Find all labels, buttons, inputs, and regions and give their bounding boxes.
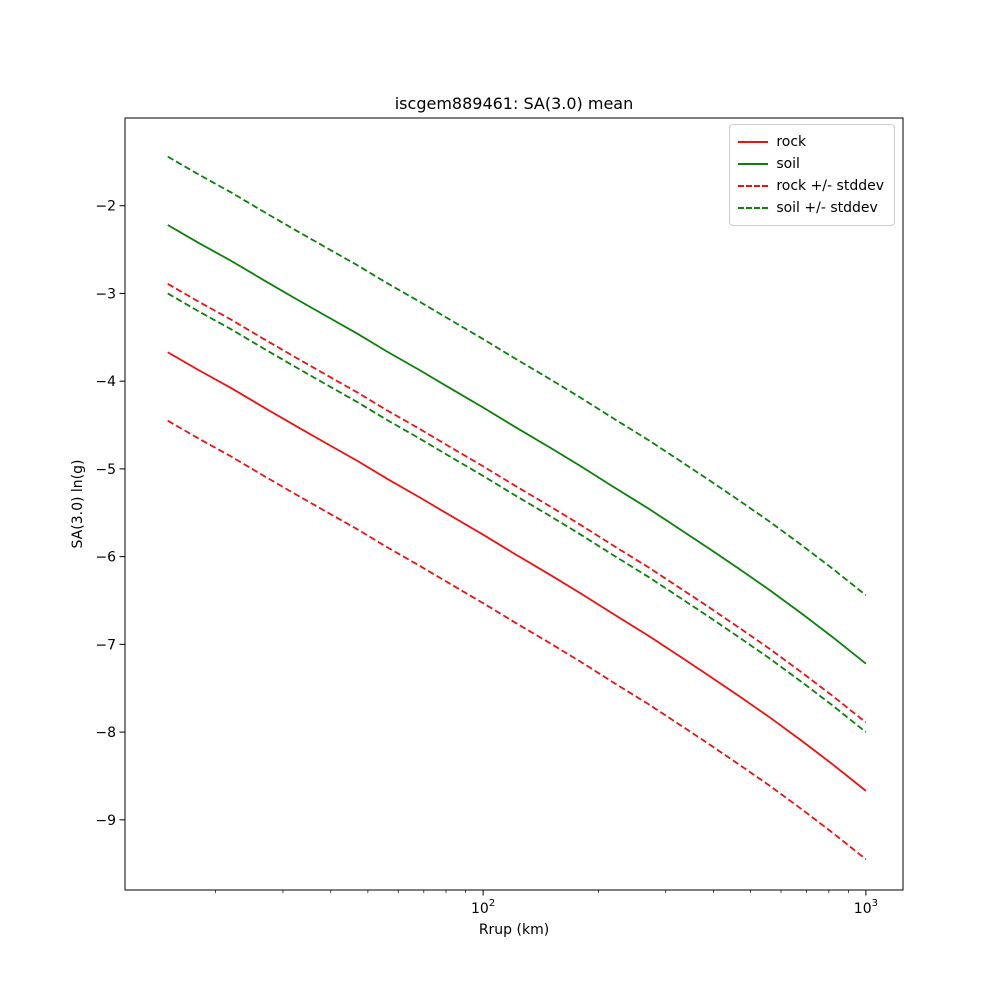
axes-frame bbox=[124, 117, 904, 891]
rock-stddev-line-sample-icon bbox=[738, 185, 769, 187]
rock-stddev-lower-line bbox=[167, 419, 867, 861]
legend-label-rock: rock bbox=[776, 134, 807, 150]
soil-stddev-lower-line bbox=[167, 292, 867, 733]
legend: rock soil rock +/- stddev soil +/- stdde… bbox=[729, 124, 895, 226]
y-tick-label: −8 bbox=[95, 725, 116, 741]
soil-line-sample-icon bbox=[738, 163, 769, 165]
x-axis-label: Rrup (km) bbox=[478, 922, 550, 938]
y-tick-label: −3 bbox=[95, 286, 116, 302]
legend-label-soil: soil bbox=[776, 156, 800, 172]
y-tick-label: −5 bbox=[95, 462, 116, 478]
y-tick-label: −2 bbox=[95, 199, 116, 215]
y-tick-label: −6 bbox=[95, 550, 116, 566]
legend-label-soil-stddev: soil +/- stddev bbox=[776, 200, 878, 216]
legend-item-soil-stddev: soil +/- stddev bbox=[738, 197, 884, 219]
soil-stddev-upper-line bbox=[167, 155, 867, 596]
rock-line bbox=[167, 351, 867, 792]
x-tick-label: 103 bbox=[854, 898, 878, 917]
rock-line-sample-icon bbox=[738, 141, 769, 143]
y-tick-label: −4 bbox=[95, 374, 116, 390]
legend-item-rock-stddev: rock +/- stddev bbox=[738, 175, 884, 197]
soil-stddev-line-sample-icon bbox=[738, 207, 769, 209]
rock-stddev-upper-line bbox=[167, 283, 867, 724]
x-tick-label: 102 bbox=[471, 898, 495, 917]
legend-label-rock-stddev: rock +/- stddev bbox=[776, 178, 884, 194]
chart-title: iscgem889461: SA(3.0) mean bbox=[394, 94, 634, 113]
y-tick-label: −9 bbox=[95, 813, 116, 829]
y-tick-label: −7 bbox=[95, 637, 116, 653]
legend-item-rock: rock bbox=[738, 131, 884, 153]
soil-line bbox=[167, 224, 867, 665]
legend-item-soil: soil bbox=[738, 153, 884, 175]
